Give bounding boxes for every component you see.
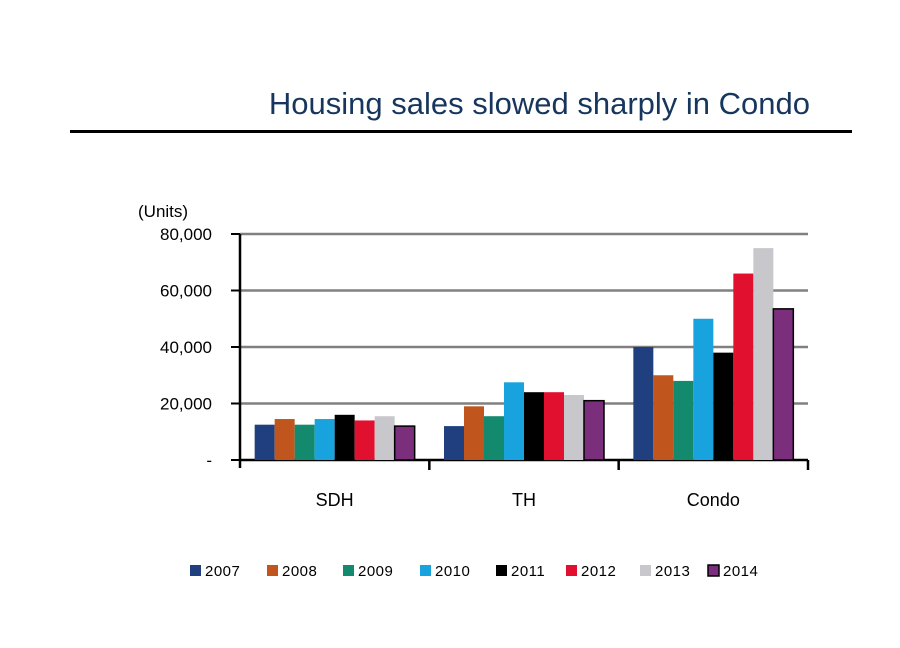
legend-swatch <box>566 565 577 576</box>
y-axis-label: (Units) <box>138 202 188 221</box>
bar <box>444 426 464 460</box>
category-label: Condo <box>687 490 740 510</box>
legend-swatch <box>640 565 651 576</box>
bar <box>393 425 416 461</box>
legend-label: 2014 <box>723 563 758 580</box>
legend-swatch <box>343 565 354 576</box>
legend-label: 2013 <box>655 563 690 580</box>
bar <box>334 414 355 460</box>
legend-label: 2012 <box>581 563 616 580</box>
category-label: TH <box>512 490 536 510</box>
title-divider <box>70 130 852 133</box>
bar <box>733 273 754 460</box>
bar <box>464 406 484 460</box>
bar <box>314 419 335 460</box>
y-tick-label: 80,000 <box>160 225 212 244</box>
bar <box>274 419 295 460</box>
bar <box>294 424 315 460</box>
legend-label: 2008 <box>282 563 317 580</box>
y-tick-label: 20,000 <box>160 395 212 414</box>
bar <box>254 424 275 460</box>
bar <box>772 308 795 461</box>
bar <box>713 352 734 460</box>
bar <box>673 380 694 460</box>
slide-title: Housing sales slowed sharply in Condo <box>268 86 810 121</box>
legend-swatch <box>420 565 431 576</box>
bar <box>544 392 564 460</box>
bar <box>374 416 395 460</box>
legend-label: 2011 <box>511 563 545 580</box>
legend-label: 2010 <box>435 563 470 580</box>
bar <box>753 248 774 460</box>
legend-label: 2009 <box>358 563 393 580</box>
y-tick-label: - <box>206 451 212 470</box>
bar <box>693 318 714 460</box>
bar <box>354 420 375 460</box>
bar <box>564 395 584 460</box>
y-tick-label: 60,000 <box>160 282 212 301</box>
bar <box>653 375 674 460</box>
legend-swatch <box>707 564 720 577</box>
legend-swatch <box>190 565 201 576</box>
bar <box>484 416 504 460</box>
bar <box>524 392 544 460</box>
legend-label: 2007 <box>205 563 240 580</box>
y-tick-label: 40,000 <box>160 338 212 357</box>
bar <box>504 382 524 460</box>
category-label: SDH <box>316 490 354 510</box>
legend-swatch <box>496 565 507 576</box>
bar <box>583 399 605 461</box>
bar <box>633 347 654 460</box>
legend-swatch <box>267 565 278 576</box>
